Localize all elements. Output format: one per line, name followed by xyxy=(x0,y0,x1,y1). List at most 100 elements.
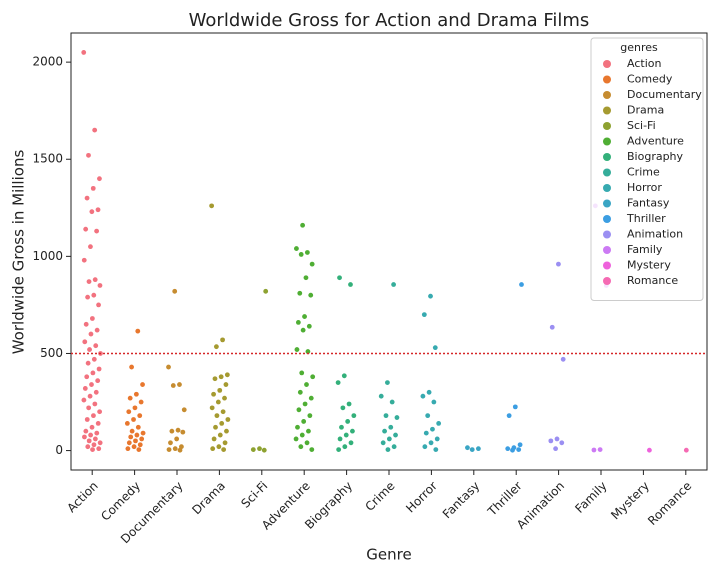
data-point xyxy=(310,374,316,380)
data-point xyxy=(336,447,342,453)
data-point xyxy=(434,436,440,442)
data-point xyxy=(126,440,132,446)
data-point xyxy=(92,127,98,133)
data-point xyxy=(294,347,300,352)
x-tick-label: Thriller xyxy=(484,479,524,519)
data-point xyxy=(382,428,387,434)
data-point xyxy=(293,436,299,442)
data-point xyxy=(343,432,349,438)
data-point xyxy=(394,415,400,420)
legend-label: Sci-Fi xyxy=(627,119,656,132)
data-point xyxy=(295,319,301,325)
data-point xyxy=(84,374,90,380)
data-point xyxy=(88,244,93,250)
x-axis-label: Genre xyxy=(366,546,411,564)
data-point xyxy=(91,413,96,419)
data-point xyxy=(465,445,470,451)
data-point xyxy=(87,393,93,399)
data-point xyxy=(131,444,137,450)
data-point xyxy=(211,391,216,397)
data-point xyxy=(83,428,89,434)
data-point xyxy=(559,440,565,446)
data-point xyxy=(430,426,435,432)
legend-marker xyxy=(603,230,611,239)
data-point xyxy=(175,427,181,433)
data-point xyxy=(305,349,311,354)
data-point xyxy=(512,404,518,410)
data-point xyxy=(86,438,92,444)
data-point xyxy=(172,288,178,294)
legend-label: Mystery xyxy=(627,259,671,272)
data-point xyxy=(297,290,303,296)
x-tick-label: Action xyxy=(64,479,100,515)
data-point xyxy=(393,432,398,438)
data-point xyxy=(209,405,215,411)
data-point xyxy=(222,395,227,401)
data-point xyxy=(213,424,218,430)
x-tick-label: Mystery xyxy=(608,479,652,523)
data-point xyxy=(391,282,396,287)
data-point xyxy=(307,413,313,419)
x-tick-label: Horror xyxy=(403,479,440,516)
legend-marker xyxy=(603,153,611,161)
data-point xyxy=(432,345,438,351)
data-point xyxy=(389,399,395,405)
data-point xyxy=(348,440,354,446)
data-point xyxy=(136,447,142,453)
data-point xyxy=(386,436,392,442)
data-point xyxy=(346,401,352,407)
data-point xyxy=(560,356,566,362)
legend-marker xyxy=(603,199,611,208)
data-point xyxy=(90,370,96,376)
legend-marker xyxy=(603,91,611,99)
data-point xyxy=(428,293,433,299)
data-point xyxy=(210,446,216,452)
data-point xyxy=(217,432,223,438)
data-point xyxy=(350,428,355,434)
x-tick-label: Drama xyxy=(189,479,228,518)
data-point xyxy=(261,447,267,453)
data-point xyxy=(337,275,342,281)
legend-label: Romance xyxy=(627,274,678,287)
data-point xyxy=(211,436,217,442)
data-point xyxy=(385,380,390,385)
data-point xyxy=(683,447,689,453)
data-point xyxy=(306,428,311,434)
data-point xyxy=(223,382,229,387)
data-point xyxy=(222,440,228,446)
data-point xyxy=(85,294,91,300)
data-point xyxy=(169,428,175,434)
data-point xyxy=(94,228,100,234)
data-point xyxy=(131,417,136,422)
x-tick-label: Romance xyxy=(645,479,694,528)
data-point xyxy=(96,302,101,308)
y-tick-label: 500 xyxy=(40,346,63,360)
legend-label: Biography xyxy=(627,150,684,163)
data-point xyxy=(125,446,131,452)
data-point xyxy=(92,401,98,407)
legend-marker xyxy=(603,122,611,130)
legend-label: Thriller xyxy=(626,212,666,225)
data-point xyxy=(475,446,481,452)
data-point xyxy=(549,324,555,330)
data-point xyxy=(94,327,100,333)
data-point xyxy=(129,428,135,434)
legend-marker xyxy=(603,246,611,254)
data-point xyxy=(297,389,303,395)
data-point xyxy=(383,413,389,419)
data-point xyxy=(86,279,92,285)
data-point xyxy=(89,382,94,387)
data-point xyxy=(423,430,429,436)
data-point xyxy=(556,261,561,267)
data-point xyxy=(306,323,312,329)
data-point xyxy=(224,372,230,378)
data-point xyxy=(421,312,427,318)
data-point xyxy=(126,409,132,415)
data-point xyxy=(510,447,515,453)
data-point xyxy=(82,434,87,440)
data-point xyxy=(304,382,309,387)
data-point xyxy=(214,413,220,419)
data-point xyxy=(220,409,226,415)
data-point xyxy=(591,447,597,453)
